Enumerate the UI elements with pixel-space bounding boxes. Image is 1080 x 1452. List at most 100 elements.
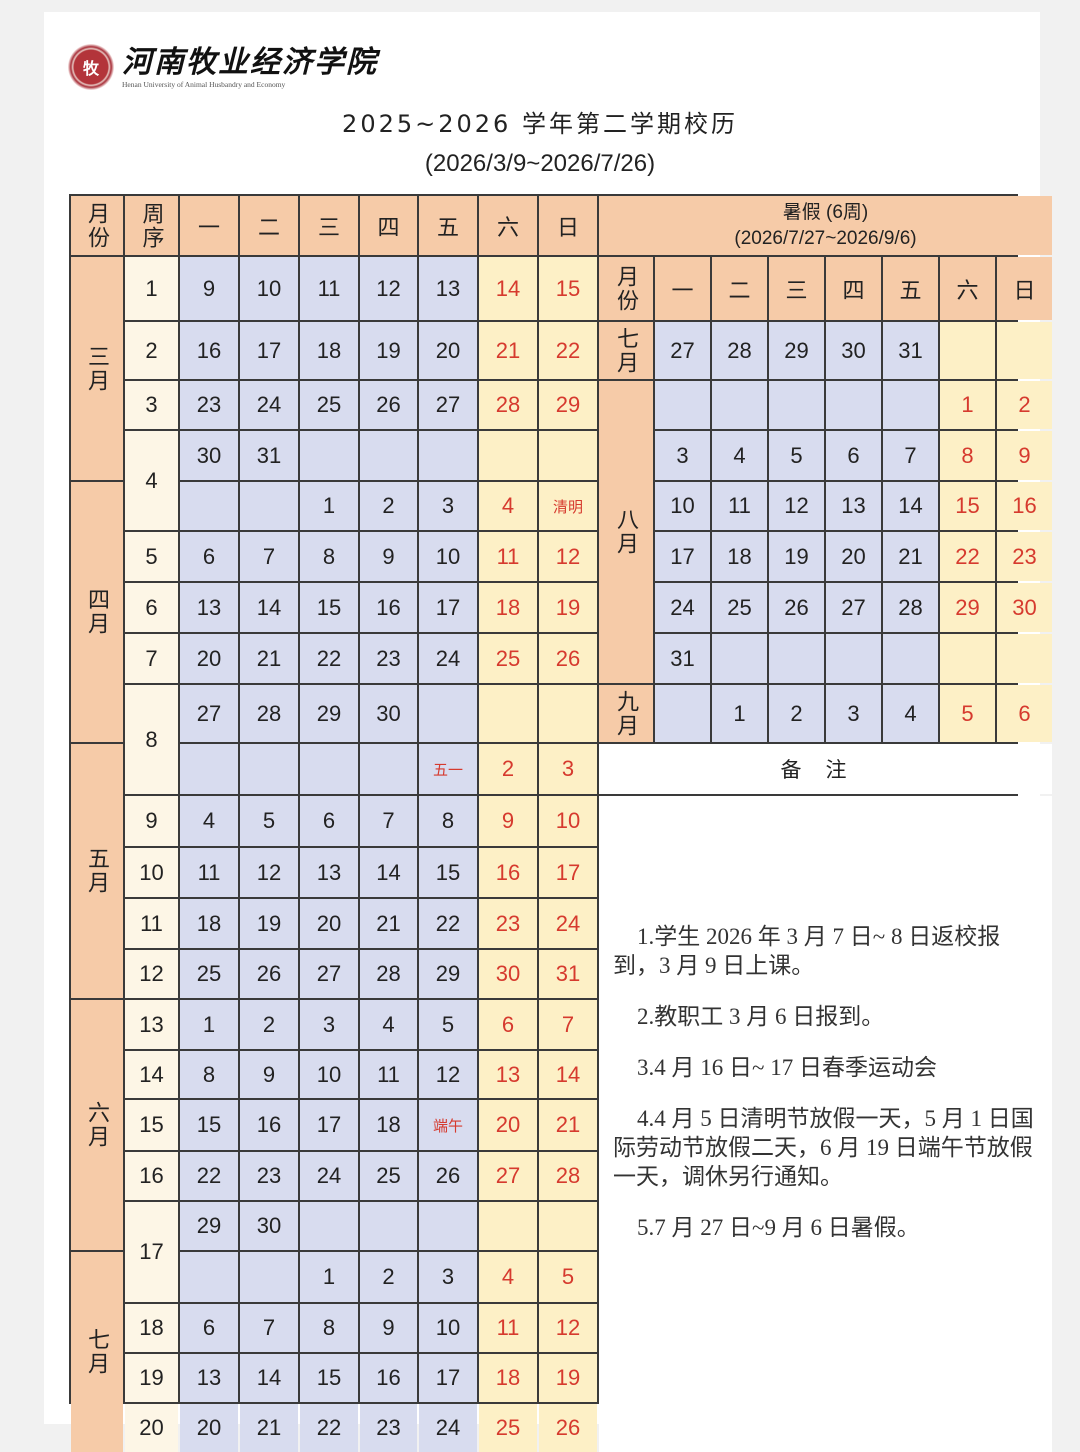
week-number: 7: [125, 634, 178, 683]
header-day: 一: [180, 196, 238, 255]
day-cell: 31: [539, 950, 597, 998]
day-cell: 1: [300, 482, 358, 530]
summer-day-cell: 25: [712, 583, 767, 632]
summer-header: 暑假 (6周) (2026/7/27~2026/9/6): [599, 196, 1052, 255]
day-cell: 16: [360, 583, 417, 632]
day-cell: 25: [479, 1404, 537, 1452]
day-cell: 13: [479, 1051, 537, 1098]
header-day: 六: [479, 196, 537, 255]
day-cell: 27: [479, 1152, 537, 1200]
summer-day-cell: 28: [883, 583, 938, 632]
remark-item: 3.4 月 16 日~ 17 日春季运动会: [637, 1055, 937, 1080]
day-cell: 10: [240, 257, 298, 320]
week-number: 8: [125, 685, 178, 794]
remark-item: 4.4 月 5 日清明节放假一天，5 月 1 日国际劳动节放假二天，6 月 19…: [613, 1106, 1034, 1189]
summer-header-day: 三: [769, 257, 824, 320]
month-label: 五月: [71, 744, 123, 998]
summer-month-label: 九月: [599, 685, 653, 742]
day-cell: 2: [360, 1252, 417, 1302]
day-cell: 26: [419, 1152, 477, 1200]
week-number: 18: [125, 1304, 178, 1352]
day-cell: [419, 431, 477, 480]
day-cell: 2: [360, 482, 417, 530]
day-cell: 13: [419, 257, 477, 320]
summer-day-cell: 6: [826, 431, 881, 480]
day-cell: 21: [360, 899, 417, 948]
day-cell: 2: [240, 1000, 298, 1049]
day-cell: 1: [300, 1252, 358, 1302]
day-cell: 9: [360, 1304, 417, 1352]
day-cell: 13: [180, 1354, 238, 1402]
logo-name-en: Henan University of Animal Husbandry and…: [122, 79, 286, 89]
day-cell: 10: [539, 796, 597, 846]
day-cell: 12: [360, 257, 417, 320]
day-cell: 7: [240, 532, 298, 581]
day-cell: 26: [240, 950, 298, 998]
month-label: 三月: [71, 257, 123, 480]
summer-day-cell: [826, 634, 881, 683]
university-seal-icon: 牧: [68, 44, 114, 90]
day-cell: 20: [300, 899, 358, 948]
day-cell: 14: [240, 1354, 298, 1402]
summer-header-day: 一: [655, 257, 710, 320]
summer-day-cell: 22: [940, 532, 995, 581]
week-number: 6: [125, 583, 178, 632]
day-cell: 17: [300, 1100, 358, 1150]
summer-day-cell: 11: [712, 482, 767, 530]
summer-day-cell: 26: [769, 583, 824, 632]
day-cell: 9: [240, 1051, 298, 1098]
day-cell: [180, 744, 238, 794]
summer-day-cell: [883, 634, 938, 683]
summer-header-day: 二: [712, 257, 767, 320]
month-label: 六月: [71, 1000, 123, 1250]
summer-day-cell: [826, 381, 881, 429]
day-cell: 31: [240, 431, 298, 480]
day-cell: 19: [240, 899, 298, 948]
summer-day-cell: 8: [940, 431, 995, 480]
day-cell: 11: [180, 848, 238, 897]
day-cell: 18: [479, 583, 537, 632]
day-cell: 3: [419, 482, 477, 530]
header-day: 四: [360, 196, 417, 255]
day-cell: 28: [240, 685, 298, 742]
summer-day-cell: [997, 634, 1052, 683]
day-cell: 24: [419, 1404, 477, 1452]
calendar-table: 月份 周序一二三四五六日三月 四月 五月 六月 七月 1 2 3 4 5 6 7 8 9 10 11 12 13 14…: [69, 194, 1052, 1452]
day-cell: 21: [479, 322, 537, 379]
summer-day-cell: 18: [712, 532, 767, 581]
remark-item: 1.学生 2026 年 3 月 7 日~ 8 日返校报到，3 月 9 日上课。: [613, 924, 1001, 978]
day-cell: [180, 482, 238, 530]
week-number: 13: [125, 1000, 178, 1049]
day-cell: 12: [539, 1304, 597, 1352]
summer-day-cell: 15: [940, 482, 995, 530]
day-cell: [419, 685, 477, 742]
day-cell: 30: [240, 1202, 298, 1250]
day-cell: 11: [300, 257, 358, 320]
day-cell: 18: [300, 322, 358, 379]
week-number: 17: [125, 1202, 178, 1302]
day-cell: 3: [419, 1252, 477, 1302]
day-cell: 13: [300, 848, 358, 897]
summer-day-cell: [712, 634, 767, 683]
day-cell: 15: [180, 1100, 238, 1150]
remark-item: 2.教职工 3 月 6 日报到。: [637, 1004, 885, 1029]
summer-day-cell: [655, 381, 710, 429]
day-cell: 23: [240, 1152, 298, 1200]
day-cell: [240, 482, 298, 530]
summer-day-cell: 14: [883, 482, 938, 530]
summer-day-cell: 2: [769, 685, 824, 742]
day-cell: 9: [360, 532, 417, 581]
day-cell: 10: [419, 1304, 477, 1352]
day-cell: 24: [539, 899, 597, 948]
day-cell: 24: [300, 1152, 358, 1200]
day-cell: 5: [419, 1000, 477, 1049]
summer-day-cell: [940, 634, 995, 683]
day-cell: 21: [539, 1100, 597, 1150]
day-cell: 22: [419, 899, 477, 948]
day-cell: 24: [419, 634, 477, 683]
day-cell: 9: [479, 796, 537, 846]
header-day: 三: [300, 196, 358, 255]
day-cell: 5: [240, 796, 298, 846]
day-cell: 28: [539, 1152, 597, 1200]
day-cell: [300, 744, 358, 794]
